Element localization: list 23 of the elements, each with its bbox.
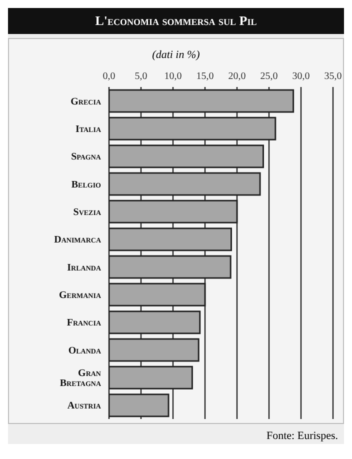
y-tick-label: Olanda xyxy=(68,345,101,356)
chart-subtitle: (dati in %) xyxy=(151,49,201,61)
chart-title: L'economia sommersa sul Pil xyxy=(8,8,344,34)
source-note: Fonte: Eurispes. xyxy=(266,429,339,444)
y-tick-label: Gran Bretagna xyxy=(60,368,101,390)
x-tick-label: 20,0 xyxy=(228,71,246,82)
x-tick-label: 15,0 xyxy=(196,71,214,82)
y-tick-label: Irlanda xyxy=(67,262,101,274)
x-tick-label: 25,0 xyxy=(260,71,278,82)
y-tick-label: Belgio xyxy=(71,179,102,190)
x-tick-label: 35,0 xyxy=(324,71,342,82)
y-tick-label: Danimarca xyxy=(54,234,101,246)
x-tick-label: 5,0 xyxy=(134,71,148,82)
y-tick-label: Austria xyxy=(67,400,101,412)
x-tick-label: 30,0 xyxy=(292,71,310,82)
y-tick-label: Italia xyxy=(75,124,101,136)
y-tick-label: Svezia xyxy=(73,207,101,218)
x-tick-label: 10,0 xyxy=(164,71,182,82)
y-tick-label: Spagna xyxy=(71,152,101,163)
y-tick-label: Germania xyxy=(59,290,101,302)
y-tick-label: Francia xyxy=(66,318,101,329)
x-tick-label: 0,0 xyxy=(102,71,116,82)
y-tick-label: Grecia xyxy=(70,96,101,108)
